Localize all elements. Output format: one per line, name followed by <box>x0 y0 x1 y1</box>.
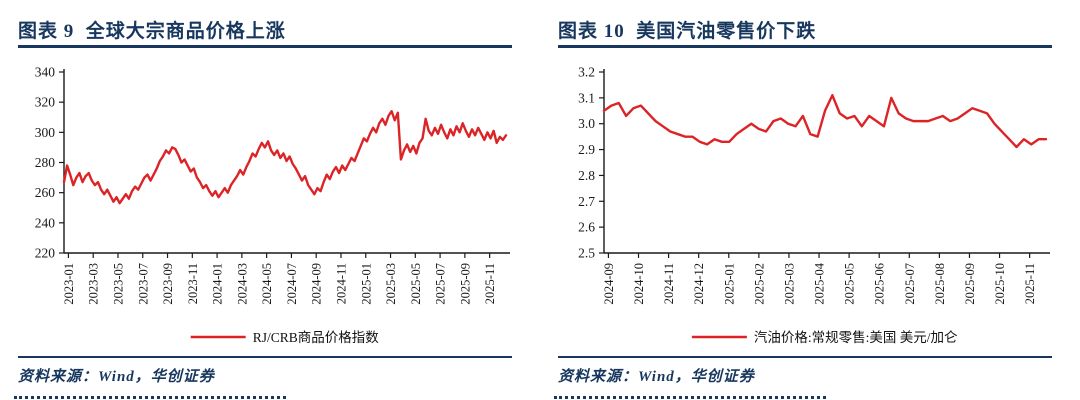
x-tick-label: 2025-06 <box>873 263 887 305</box>
y-tick-label: 280 <box>35 155 56 170</box>
figure-panel-gasoline: 图表 10 美国汽油零售价下跌 2.5 2.6 2.7 2.8 2.9 3.0 3.1 3.2… <box>540 0 1080 400</box>
y-tick-label: 340 <box>35 65 56 80</box>
legend-label: 汽油价格:常规零售:美国 美元/加仑 <box>754 330 958 345</box>
x-tick-label: 2024-10 <box>632 263 646 305</box>
x-tick-label: 2023-11 <box>186 263 200 304</box>
x-tick-label: 2025-05 <box>843 263 857 305</box>
x-tick-label: 2025-03 <box>384 263 398 305</box>
x-tick-label: 2025-11 <box>1023 263 1037 304</box>
bottom-dotted-rule <box>554 396 826 399</box>
x-tick-label: 2024-12 <box>692 263 706 305</box>
y-tick-label: 2.5 <box>578 246 595 261</box>
data-line <box>62 110 508 205</box>
gasoline-price-chart: 2.5 2.6 2.7 2.8 2.9 3.0 3.1 3.2 2024-09 2024-10 20… <box>578 65 1050 345</box>
source-rule <box>558 356 1052 358</box>
figure-panel-commodity: 图表 9 全球大宗商品价格上涨 220 240 260 280 300 320 340 202… <box>14 21 512 399</box>
axes <box>599 69 1050 258</box>
legend: RJ/CRB商品价格指数 <box>190 330 380 345</box>
title-rule <box>18 45 512 48</box>
bottom-dotted-rule <box>14 396 286 399</box>
x-tick-label: 2025-09 <box>458 263 472 305</box>
x-tick-label: 2023-07 <box>136 263 150 305</box>
x-tick-label: 2025-08 <box>933 263 947 305</box>
x-tick-label: 2025-01 <box>359 263 373 305</box>
legend-label: RJ/CRB商品价格指数 <box>253 330 380 345</box>
y-tick-label: 3.1 <box>578 90 595 105</box>
x-tick-label: 2024-11 <box>334 263 348 304</box>
x-tick-label: 2024-09 <box>310 263 324 305</box>
x-tick-label: 2025-04 <box>813 262 827 304</box>
x-tick-label: 2023-09 <box>161 263 175 305</box>
x-tick-label: 2025-11 <box>483 263 497 304</box>
x-tick-label: 2025-03 <box>782 263 796 305</box>
x-tick-label: 2024-09 <box>602 263 616 305</box>
y-tick-label: 3.0 <box>578 116 595 131</box>
x-tick-label: 2024-11 <box>662 263 676 304</box>
x-tick-label: 2025-01 <box>722 263 736 305</box>
source-rule <box>18 356 512 358</box>
x-tick-label: 2025-05 <box>409 263 423 305</box>
y-tick-label: 320 <box>35 95 56 110</box>
source-note: 资料来源：Wind，华创证券 <box>558 369 755 385</box>
y-tick-label: 2.8 <box>578 168 595 183</box>
x-tick-label: 2024-07 <box>285 263 299 305</box>
x-tick-label: 2024-01 <box>211 263 225 305</box>
commodity-price-chart: 220 240 260 280 300 320 340 2023-01 2023-03 2023-… <box>35 65 510 345</box>
x-tick-label: 2023-01 <box>62 263 76 305</box>
title-rule <box>558 45 1052 48</box>
x-tick-label: 2025-09 <box>963 263 977 305</box>
y-tick-label: 2.6 <box>578 220 595 235</box>
y-tick-label: 240 <box>35 215 56 230</box>
x-tick-label: 2024-03 <box>235 263 249 305</box>
y-tick-label: 2.7 <box>578 194 595 209</box>
figure-title: 图表 10 美国汽油零售价下跌 <box>558 21 817 42</box>
x-tick-label: 2024-05 <box>260 263 274 305</box>
x-tick-label: 2025-07 <box>903 263 917 305</box>
x-tick-label: 2025-02 <box>752 263 766 305</box>
axes <box>59 69 510 258</box>
x-tick-label: 2025-07 <box>434 263 448 305</box>
source-note: 资料来源：Wind，华创证券 <box>18 369 215 385</box>
data-line <box>602 94 1048 149</box>
x-tick-label: 2025-10 <box>993 263 1007 305</box>
x-tick-label: 2023-03 <box>87 263 101 305</box>
y-tick-label: 300 <box>35 125 56 140</box>
y-tick-label: 220 <box>35 246 56 261</box>
y-tick-label: 3.2 <box>578 65 595 80</box>
y-tick-label: 260 <box>35 185 56 200</box>
legend: 汽油价格:常规零售:美国 美元/加仑 <box>691 330 958 345</box>
x-tick-label: 2023-05 <box>111 263 125 305</box>
figure-title: 图表 9 全球大宗商品价格上涨 <box>18 21 286 42</box>
y-tick-label: 2.9 <box>578 142 595 157</box>
